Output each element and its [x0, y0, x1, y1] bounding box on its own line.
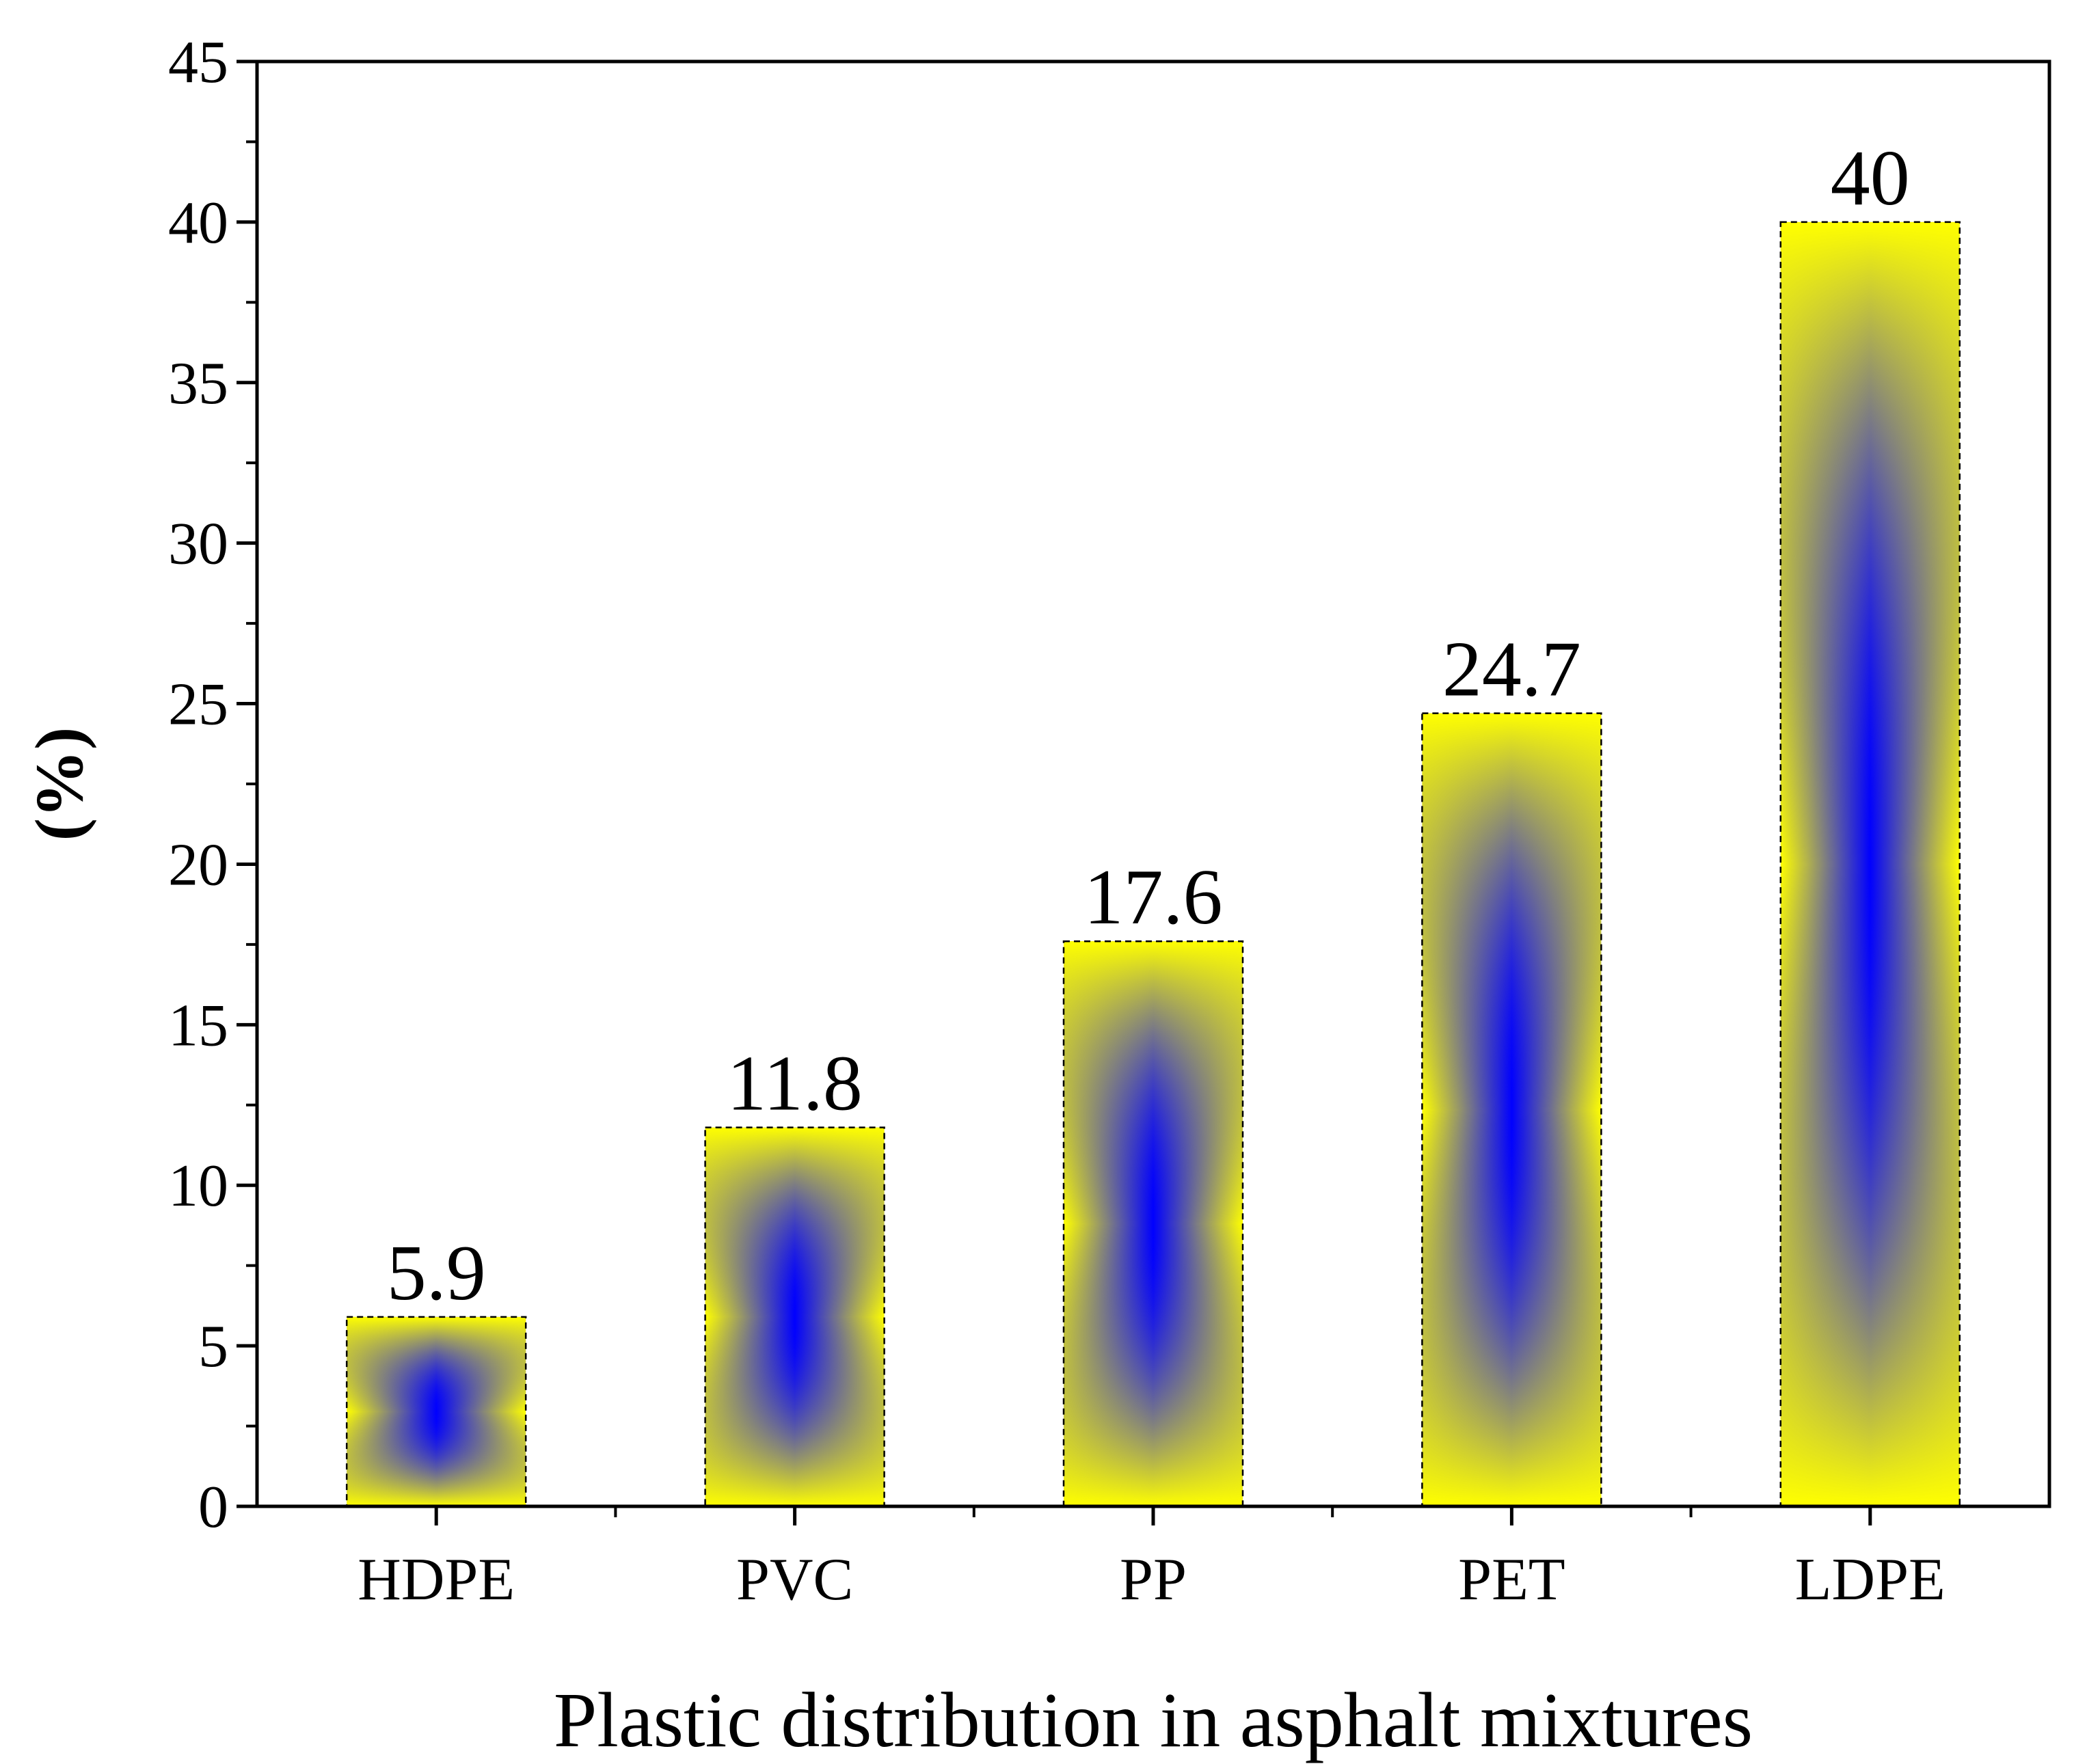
x-tick-label: HDPE: [358, 1547, 515, 1613]
x-tick-label: LDPE: [1795, 1547, 1945, 1613]
y-tick-label: 30: [168, 511, 228, 578]
y-tick-label: 10: [168, 1153, 228, 1219]
bar-shade: [347, 1316, 526, 1506]
bar-value-label: 17.6: [1084, 854, 1223, 941]
bar-value-label: 24.7: [1442, 626, 1581, 714]
x-tick-label: PET: [1458, 1547, 1565, 1613]
y-tick-label: 0: [198, 1474, 228, 1541]
y-tick-label: 20: [168, 832, 228, 898]
bar-shade: [1780, 221, 1960, 1506]
x-axis-title: Plastic distribution in asphalt mixtures: [554, 1677, 1753, 1763]
bar-shade: [1064, 941, 1243, 1506]
y-tick-label: 45: [168, 29, 228, 96]
y-tick-label: 25: [168, 672, 228, 738]
y-tick-label: 15: [168, 992, 228, 1059]
y-tick-label: 5: [198, 1314, 228, 1380]
bar-value-label: 40: [1831, 135, 1910, 222]
x-tick-label: PP: [1120, 1547, 1187, 1613]
bar-shade: [705, 1127, 885, 1506]
y-tick-label: 35: [168, 351, 228, 417]
bar-shade: [1422, 713, 1602, 1506]
bar-value-label: 5.9: [387, 1230, 486, 1317]
y-tick-label: 40: [168, 190, 228, 256]
y-axis-title: (%): [21, 727, 97, 841]
bar-value-label: 11.8: [727, 1040, 863, 1128]
x-tick-label: PVC: [736, 1547, 853, 1613]
